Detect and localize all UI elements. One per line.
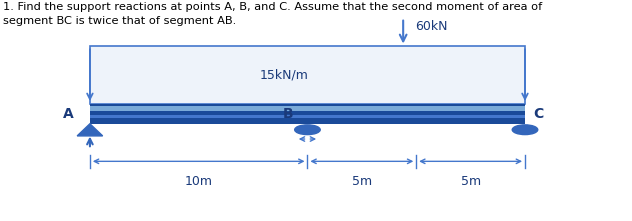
Text: 5m: 5m xyxy=(352,175,372,188)
Text: C: C xyxy=(533,107,544,121)
Circle shape xyxy=(295,125,320,135)
Text: 10m: 10m xyxy=(185,175,213,188)
Text: B: B xyxy=(283,107,293,121)
Text: 1. Find the support reactions at points A, B, and C. Assume that the second mome: 1. Find the support reactions at points … xyxy=(3,2,542,26)
Text: A: A xyxy=(63,107,74,121)
Text: 5m: 5m xyxy=(461,175,481,188)
Circle shape xyxy=(512,125,538,135)
Text: 60kN: 60kN xyxy=(415,20,447,33)
Polygon shape xyxy=(77,124,102,136)
Text: 15kN/m: 15kN/m xyxy=(260,69,308,82)
Bar xyxy=(90,104,525,124)
Bar xyxy=(90,115,525,118)
Bar xyxy=(90,107,525,111)
Bar xyxy=(90,46,525,104)
